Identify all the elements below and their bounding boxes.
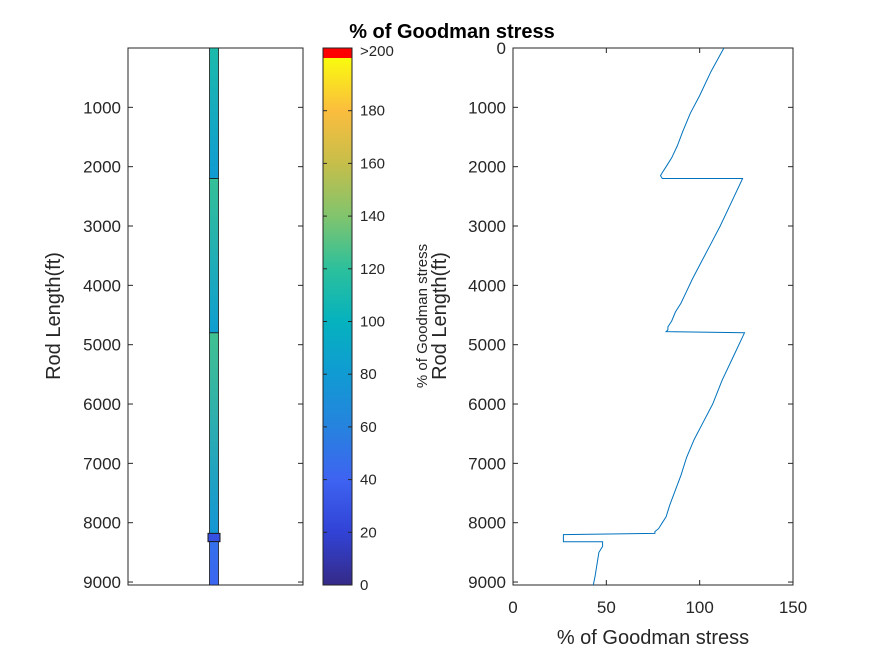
y-tick-label: 4000: [83, 276, 121, 295]
x-tick-label: 150: [779, 598, 807, 617]
line-panel: 0 1000 2000 3000 4000 5000 6000 7000 8000 9000 0 5…: [429, 39, 807, 649]
y-tick-label: 5000: [468, 336, 506, 355]
y-tick-label: 2000: [83, 158, 121, 177]
y-tick-label: 6000: [83, 395, 121, 414]
colorbar-tick-label: 120: [360, 261, 385, 278]
colorbar-tick-label: 140: [360, 208, 385, 225]
y-tick-label: 5000: [83, 336, 121, 355]
rod-y-axis-label: Rod Length(ft): [43, 252, 65, 380]
colorbar-top-label: >200: [360, 43, 394, 60]
y-tick-label: 7000: [83, 454, 121, 473]
colorbar-tick-label: 20: [360, 524, 377, 541]
rod-panel: 1000 2000 3000 4000 5000 6000 7000 8000 9000 Rod…: [43, 47, 304, 592]
rod-segment: [209, 332, 219, 534]
colorbar-ticks: 0 20 40 60 80 100 120 140 160 180: [323, 103, 385, 594]
colorbar-gradient: [323, 58, 352, 585]
colorbar-tick-label: 60: [360, 419, 377, 436]
x-tick-label: 100: [685, 598, 713, 617]
rod-segment: [207, 532, 221, 543]
y-tick-label: 6000: [468, 395, 506, 414]
y-tick-label: 3000: [83, 217, 121, 236]
colorbar-tick-label: 100: [360, 314, 385, 331]
y-tick-label: 0: [497, 39, 506, 58]
y-tick-label: 3000: [468, 217, 506, 236]
y-tick-label: 2000: [468, 158, 506, 177]
colorbar-frame: [322, 47, 353, 586]
y-tick-label: 1000: [468, 98, 506, 117]
y-tick-label: 7000: [468, 454, 506, 473]
line-x-ticks: 0 50 100 150: [508, 48, 807, 617]
line-x-axis-label: % of Goodman stress: [557, 627, 749, 649]
colorbar: 0 20 40 60 80 100 120 140 160 180 >200 % of Goodm…: [322, 43, 431, 594]
x-tick-label: 50: [597, 598, 616, 617]
rod-y-ticks: 1000 2000 3000 4000 5000 6000 7000 8000 9000: [83, 98, 303, 592]
x-tick-label: 0: [508, 598, 517, 617]
y-tick-label: 9000: [83, 573, 121, 592]
rod-segment: [209, 178, 219, 334]
colorbar-tick-label: 160: [360, 155, 385, 172]
colorbar-tick-label: 0: [360, 577, 368, 594]
rod-segment: [209, 541, 219, 586]
rod-segment: [209, 47, 219, 179]
y-tick-label: 8000: [83, 514, 121, 533]
colorbar-label: % of Goodman stress: [414, 244, 431, 388]
y-tick-label: 1000: [83, 98, 121, 117]
colorbar-overflow-swatch: [323, 48, 352, 58]
line-y-axis-label: Rod Length(ft): [429, 252, 451, 380]
figure-title: % of Goodman stress: [349, 21, 555, 43]
line-axes-box: [512, 47, 794, 586]
stress-series-line: [562, 47, 746, 586]
line-y-ticks: 0 1000 2000 3000 4000 5000 6000 7000 8000 9000: [468, 39, 793, 592]
rod-segments: [207, 47, 221, 586]
y-tick-label: 4000: [468, 276, 506, 295]
colorbar-tick-label: 40: [360, 472, 377, 489]
colorbar-tick-label: 180: [360, 103, 385, 120]
y-tick-label: 9000: [468, 573, 506, 592]
y-tick-label: 8000: [468, 514, 506, 533]
colorbar-tick-label: 80: [360, 366, 377, 383]
